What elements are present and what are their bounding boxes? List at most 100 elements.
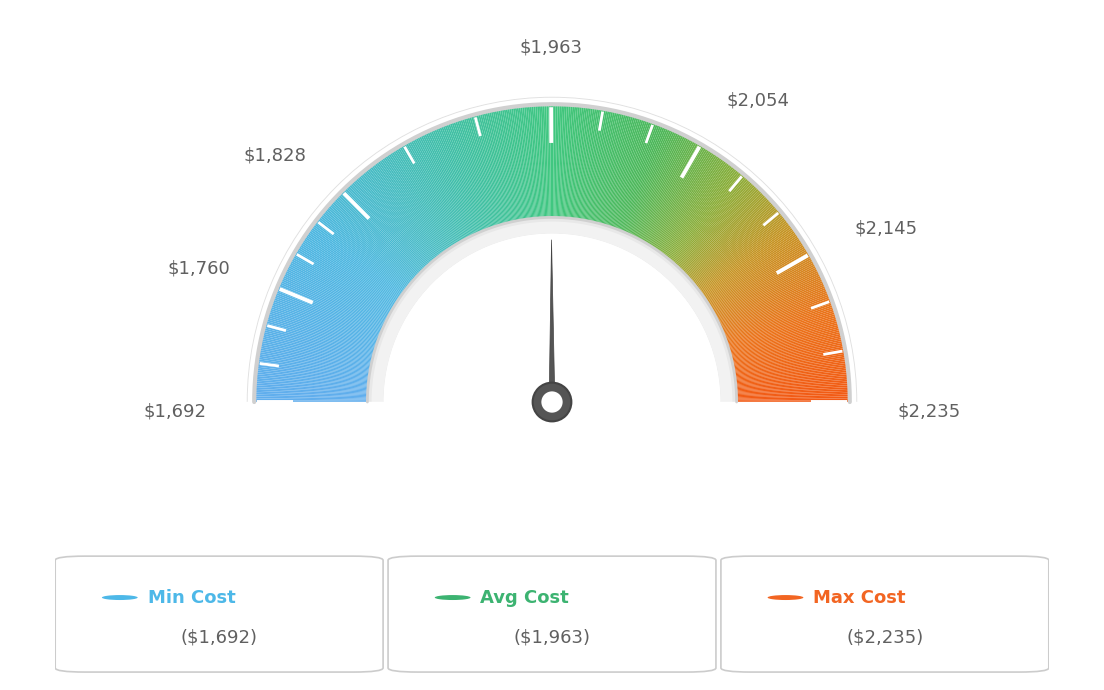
Wedge shape — [726, 306, 835, 344]
Wedge shape — [611, 119, 648, 227]
Wedge shape — [305, 235, 400, 299]
Wedge shape — [543, 104, 548, 217]
Wedge shape — [288, 262, 389, 316]
Wedge shape — [736, 391, 850, 396]
Wedge shape — [539, 104, 545, 217]
Wedge shape — [731, 332, 841, 359]
Wedge shape — [277, 286, 382, 331]
Wedge shape — [262, 335, 372, 362]
Wedge shape — [259, 344, 371, 367]
Wedge shape — [730, 319, 838, 352]
Wedge shape — [332, 199, 416, 277]
Wedge shape — [306, 233, 400, 298]
Wedge shape — [603, 115, 635, 225]
Wedge shape — [684, 194, 766, 274]
Wedge shape — [682, 191, 764, 273]
Wedge shape — [718, 272, 820, 322]
Wedge shape — [254, 400, 368, 402]
Wedge shape — [726, 303, 834, 342]
Wedge shape — [620, 125, 664, 230]
Wedge shape — [390, 152, 453, 248]
Wedge shape — [624, 128, 670, 233]
Wedge shape — [259, 342, 371, 366]
Wedge shape — [667, 169, 739, 258]
Wedge shape — [434, 128, 480, 233]
Wedge shape — [601, 115, 631, 224]
Wedge shape — [656, 156, 721, 250]
Wedge shape — [640, 140, 696, 240]
Wedge shape — [256, 363, 369, 379]
Wedge shape — [680, 188, 760, 270]
Wedge shape — [675, 179, 751, 264]
Wedge shape — [627, 130, 676, 234]
Wedge shape — [328, 205, 414, 281]
Wedge shape — [659, 160, 728, 253]
Wedge shape — [256, 371, 369, 384]
Wedge shape — [733, 342, 845, 366]
Wedge shape — [261, 337, 372, 363]
Wedge shape — [577, 107, 595, 219]
Wedge shape — [310, 227, 403, 295]
Wedge shape — [630, 132, 680, 235]
Wedge shape — [677, 182, 754, 266]
Wedge shape — [666, 167, 736, 257]
Wedge shape — [247, 98, 857, 402]
Wedge shape — [645, 145, 703, 243]
Wedge shape — [254, 391, 368, 396]
Wedge shape — [261, 339, 372, 364]
Wedge shape — [298, 244, 395, 305]
Wedge shape — [682, 190, 763, 271]
Wedge shape — [449, 122, 489, 228]
Wedge shape — [284, 272, 386, 322]
Wedge shape — [256, 365, 369, 380]
Wedge shape — [503, 108, 523, 220]
Wedge shape — [370, 166, 439, 256]
Wedge shape — [275, 290, 381, 334]
Wedge shape — [372, 164, 442, 255]
Wedge shape — [428, 130, 477, 234]
Wedge shape — [725, 299, 832, 339]
Wedge shape — [247, 97, 857, 402]
Wedge shape — [286, 267, 388, 319]
Wedge shape — [452, 121, 490, 228]
Wedge shape — [519, 106, 532, 219]
Wedge shape — [673, 177, 749, 264]
Wedge shape — [311, 226, 403, 293]
Wedge shape — [531, 105, 540, 218]
Wedge shape — [592, 111, 618, 222]
Wedge shape — [383, 156, 448, 250]
Wedge shape — [421, 134, 471, 237]
Wedge shape — [278, 282, 383, 328]
Wedge shape — [686, 197, 769, 275]
Wedge shape — [565, 105, 574, 218]
Wedge shape — [481, 112, 509, 223]
Wedge shape — [729, 313, 837, 348]
Wedge shape — [736, 377, 849, 388]
Wedge shape — [276, 289, 381, 333]
Wedge shape — [353, 179, 429, 264]
Wedge shape — [321, 213, 410, 285]
Wedge shape — [469, 115, 501, 225]
Wedge shape — [257, 359, 370, 377]
Wedge shape — [696, 215, 785, 287]
Wedge shape — [728, 310, 836, 346]
Text: Max Cost: Max Cost — [814, 589, 905, 607]
Wedge shape — [412, 139, 466, 239]
Wedge shape — [316, 219, 406, 290]
Wedge shape — [650, 150, 712, 246]
Wedge shape — [609, 119, 646, 227]
Wedge shape — [701, 226, 793, 293]
Wedge shape — [736, 384, 849, 392]
Wedge shape — [736, 396, 850, 400]
Wedge shape — [714, 260, 815, 315]
Wedge shape — [560, 104, 567, 217]
Wedge shape — [708, 242, 805, 304]
Wedge shape — [272, 299, 379, 339]
Wedge shape — [254, 395, 368, 399]
Wedge shape — [648, 148, 709, 245]
Wedge shape — [461, 118, 497, 226]
Wedge shape — [735, 371, 848, 384]
Wedge shape — [728, 308, 836, 345]
Wedge shape — [395, 148, 456, 245]
Wedge shape — [296, 249, 394, 308]
